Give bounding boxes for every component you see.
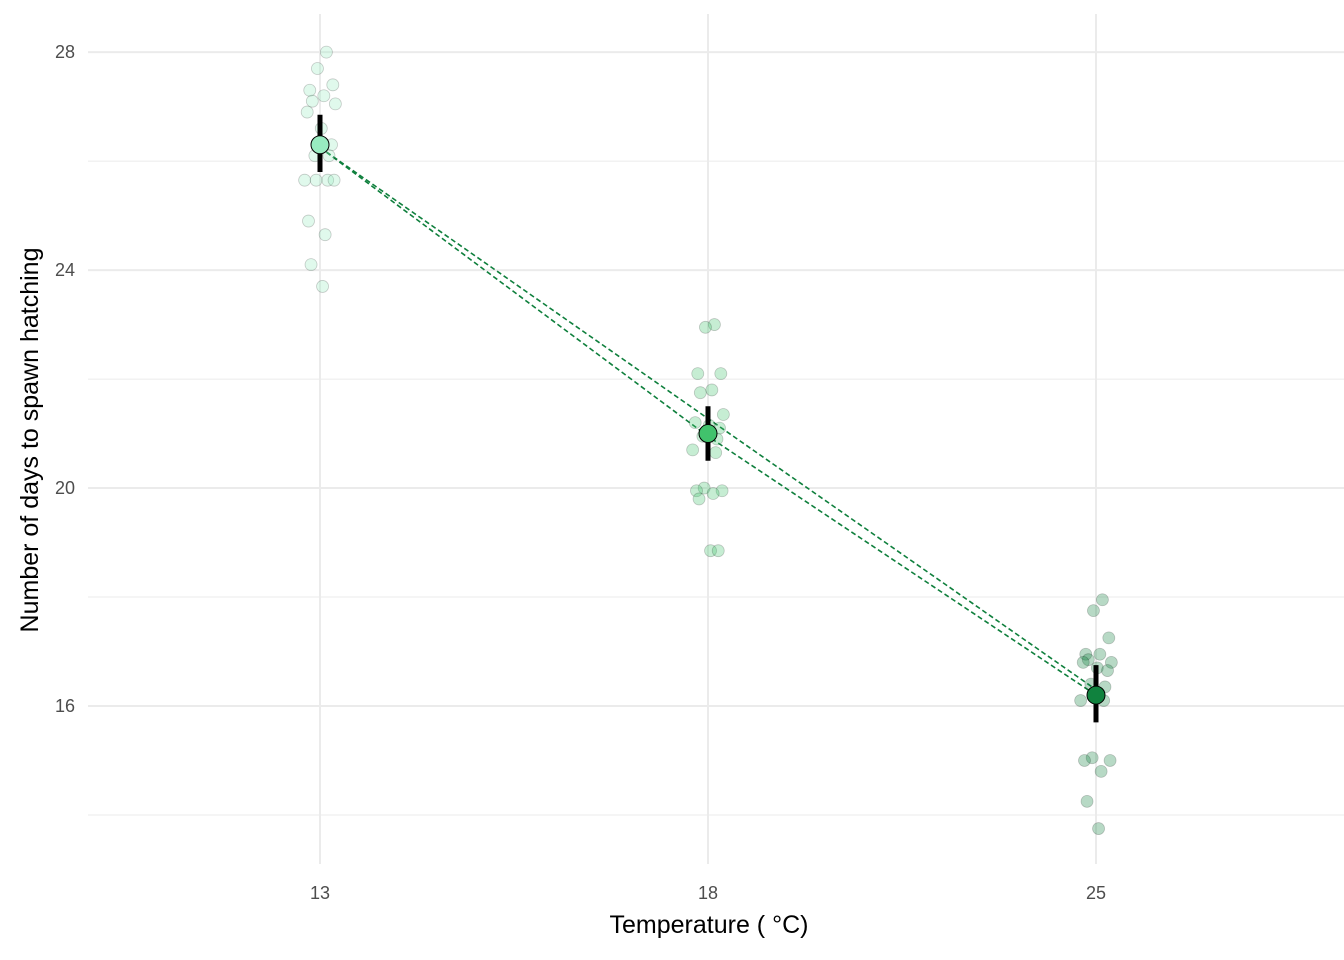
data-point [705, 383, 719, 397]
data-point [1085, 751, 1099, 765]
data-point [688, 416, 702, 430]
data-point [1092, 822, 1105, 835]
data-point [697, 481, 711, 495]
data-point [305, 94, 319, 108]
x-axis-ticks: 13 18 25 [310, 883, 1106, 903]
data-point [691, 367, 705, 381]
x-axis-title: Temperature ( °C) [610, 911, 809, 939]
data-point [714, 367, 728, 381]
x-tick-label: 13 [310, 883, 330, 903]
data-point [1103, 754, 1117, 767]
grid [88, 14, 1344, 864]
data-point [1087, 604, 1100, 618]
data-point [1081, 653, 1095, 667]
data-point [321, 173, 335, 187]
data-point [1074, 694, 1088, 707]
data-point [319, 45, 333, 59]
mean-point [310, 135, 330, 155]
data-point [699, 320, 712, 334]
data-point [1079, 647, 1093, 661]
y-tick-label: 28 [55, 42, 75, 62]
summary-markers [310, 114, 1106, 723]
data-point [709, 446, 723, 460]
data-point [1093, 647, 1107, 661]
x-tick-label: 25 [1086, 883, 1106, 903]
data-point [692, 492, 706, 506]
data-point [326, 78, 340, 92]
data-point [1094, 764, 1108, 778]
y-axis-ticks: 16 20 24 28 [55, 42, 75, 716]
data-point [686, 443, 700, 457]
data-point [706, 487, 720, 500]
y-tick-label: 16 [55, 696, 75, 716]
data-point [302, 214, 315, 228]
data-point [298, 173, 312, 187]
data-point [322, 149, 336, 163]
data-point [1078, 754, 1091, 767]
data-point [711, 544, 725, 558]
y-tick-label: 24 [55, 260, 75, 280]
data-point [303, 83, 317, 97]
mean-point [1086, 685, 1106, 705]
x-tick-label: 18 [698, 883, 718, 903]
y-tick-label: 20 [55, 478, 75, 498]
data-point [328, 97, 342, 111]
data-point [318, 228, 332, 242]
data-point [300, 105, 314, 119]
y-axis-title: Number of days to spawn hatching [16, 248, 44, 633]
data-point [327, 173, 341, 187]
data-point [316, 280, 329, 293]
data-point [1102, 631, 1116, 645]
data-point [309, 173, 323, 187]
data-point [1076, 655, 1090, 669]
data-point [708, 318, 721, 331]
data-point [1080, 794, 1094, 808]
data-point [693, 386, 707, 400]
data-point [704, 544, 717, 558]
data-point [1096, 593, 1109, 607]
data-point [716, 408, 730, 421]
mean-point [698, 424, 718, 444]
data-point [1104, 655, 1118, 669]
data-point [690, 484, 703, 498]
data-point [311, 62, 324, 75]
data-point [304, 258, 318, 272]
data-point [317, 89, 331, 103]
data-point [1101, 664, 1114, 677]
data-point [715, 484, 729, 498]
